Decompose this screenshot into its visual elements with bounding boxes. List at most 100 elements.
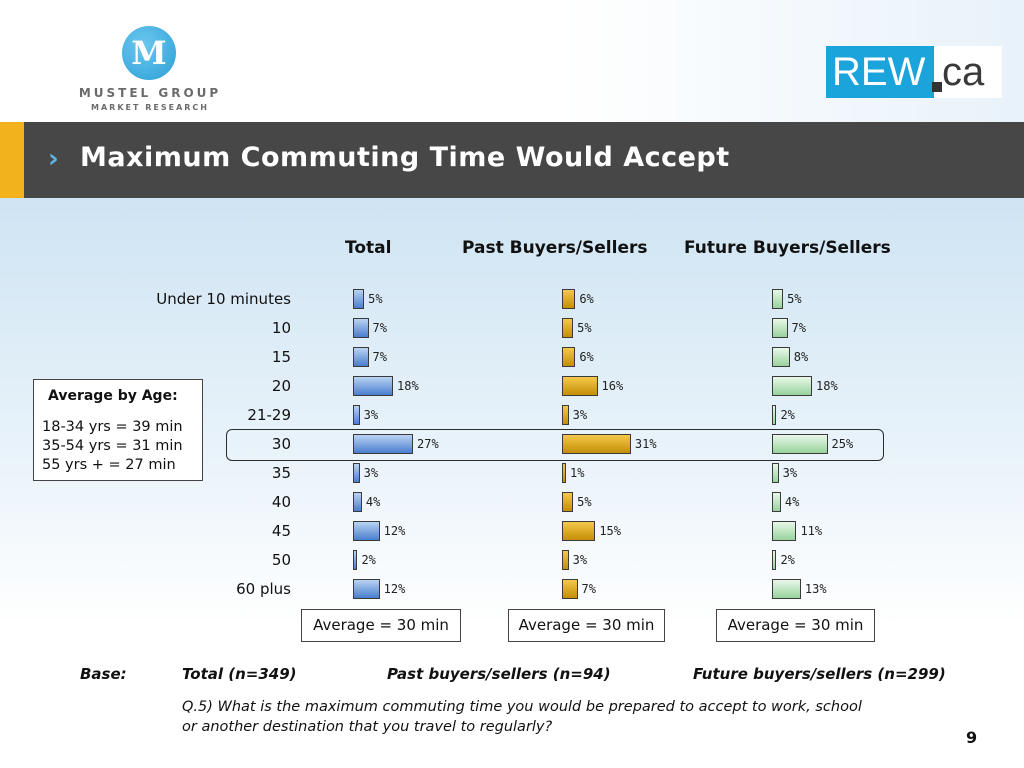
bar-total (353, 550, 358, 570)
highlight-30-min-row (226, 429, 884, 461)
bar-future (772, 318, 788, 338)
data-label: 27% (417, 437, 439, 451)
data-label: 12% (383, 582, 406, 596)
bar-future (772, 347, 790, 367)
bar-total (353, 289, 365, 309)
row-label: Under 10 minutes (156, 290, 291, 308)
content-background (0, 198, 1024, 768)
data-label: 1% (570, 466, 585, 480)
bar-future (772, 376, 812, 396)
data-label: 6% (579, 292, 594, 306)
data-label: 13% (804, 582, 827, 596)
data-label: 18% (397, 379, 419, 393)
data-label: 3% (782, 466, 798, 480)
column-header-future: Future Buyers/Sellers (684, 238, 891, 258)
data-label: 2% (361, 553, 376, 567)
age-line: 18-34 yrs = 39 min (42, 419, 183, 435)
data-label: 3% (572, 553, 588, 567)
rew-logo-part1: REW (826, 46, 934, 98)
base-label: Base: (80, 665, 127, 683)
bar-total (353, 521, 380, 541)
age-line: 35-54 yrs = 31 min (42, 438, 183, 454)
data-label: 15% (599, 524, 622, 538)
bar-future (772, 434, 828, 454)
data-label: 5% (577, 321, 592, 335)
mustel-group-logo: M MUSTEL GROUP MARKET RESEARCH (70, 24, 230, 116)
bar-future (772, 579, 801, 599)
bar-past (562, 318, 574, 338)
bar-future (772, 492, 781, 512)
row-label: 20 (271, 377, 291, 395)
title-bar: › Maximum Commuting Time Would Accept (0, 122, 1024, 198)
logo-name: MUSTEL GROUP (78, 86, 222, 100)
bar-past (562, 492, 574, 512)
column-header-past: Past Buyers/Sellers (462, 238, 648, 258)
bar-total (353, 434, 413, 454)
bar-future (772, 521, 797, 541)
data-label: 7% (372, 350, 387, 364)
bar-future (772, 405, 777, 425)
page-title: Maximum Commuting Time Would Accept (80, 142, 730, 173)
row-label: 40 (271, 493, 291, 511)
bar-total (353, 376, 393, 396)
data-label: 5% (787, 292, 802, 306)
row-label: 35 (271, 464, 291, 482)
data-label: 25% (831, 437, 854, 451)
bar-total (353, 318, 369, 338)
data-label: 18% (816, 379, 838, 393)
average-future: Average = 30 min (716, 609, 875, 642)
row-label: 50 (271, 551, 291, 569)
data-label: 3% (363, 408, 379, 422)
data-label: 5% (368, 292, 383, 306)
bar-past (562, 289, 576, 309)
average-by-age-box: Average by Age: 18-34 yrs = 39 min 35-54… (33, 379, 203, 481)
data-label: 2% (780, 553, 795, 567)
bar-past (562, 463, 566, 483)
rew-logo-dot (932, 82, 942, 92)
bar-future (772, 289, 784, 309)
row-label: 60 plus (236, 580, 291, 598)
bar-future (772, 550, 777, 570)
bar-total (353, 463, 360, 483)
bar-past (562, 376, 598, 396)
average-total: Average = 30 min (301, 609, 461, 642)
data-label: 8% (793, 350, 809, 364)
logo-mark: M (131, 34, 167, 72)
data-label: 3% (363, 466, 379, 480)
bar-total (353, 579, 380, 599)
data-label: 7% (372, 321, 387, 335)
bar-total (353, 405, 360, 425)
rew-logo: REW ca (826, 46, 1002, 98)
age-box-title: Average by Age: (48, 388, 178, 404)
row-label: 21-29 (247, 406, 291, 424)
bar-past (562, 579, 578, 599)
data-label: 2% (780, 408, 795, 422)
rew-logo-part2: ca (942, 50, 985, 94)
data-label: 11% (800, 524, 823, 538)
title-accent (0, 122, 24, 198)
age-line: 55 yrs + = 27 min (42, 457, 176, 473)
column-header-total: Total (345, 238, 392, 258)
page-number: 9 (966, 728, 978, 747)
bar-total (353, 492, 362, 512)
data-label: 4% (365, 495, 381, 509)
base-total: Total (n=349) (182, 665, 297, 683)
bar-past (562, 405, 569, 425)
base-past: Past buyers/sellers (n=94) (387, 665, 611, 683)
average-past: Average = 30 min (508, 609, 665, 642)
row-label: 45 (271, 522, 291, 540)
bar-total (353, 347, 369, 367)
data-label: 6% (579, 350, 594, 364)
chevron-right-icon: › (48, 144, 59, 174)
bar-future (772, 463, 779, 483)
bar-past (562, 521, 596, 541)
data-label: 4% (784, 495, 800, 509)
data-label: 12% (383, 524, 406, 538)
data-label: 31% (634, 437, 657, 451)
data-label: 7% (581, 582, 596, 596)
data-label: 7% (791, 321, 806, 335)
row-label: 10 (271, 319, 291, 337)
data-label: 5% (577, 495, 592, 509)
base-future: Future buyers/sellers (n=299) (693, 665, 946, 683)
data-label: 16% (601, 379, 624, 393)
